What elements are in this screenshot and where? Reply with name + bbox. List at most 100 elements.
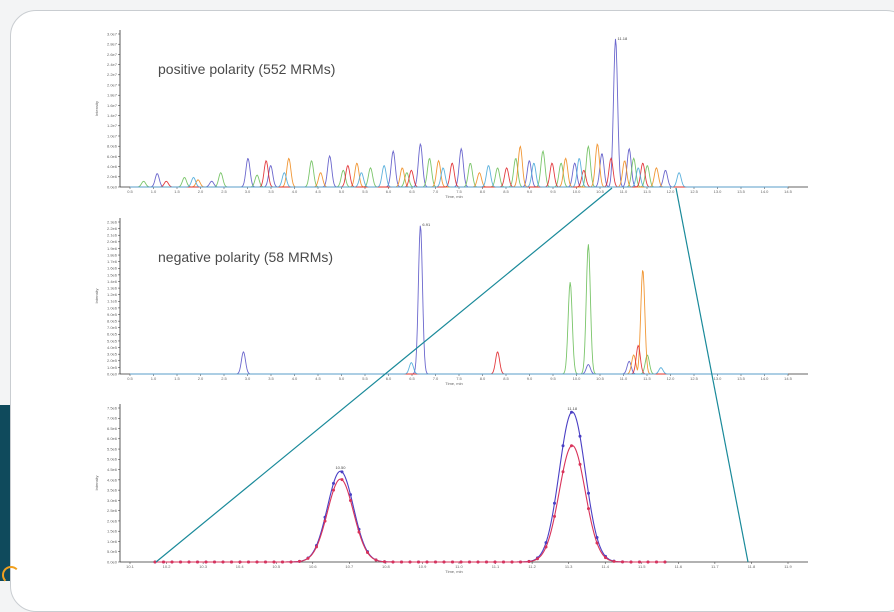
connector-right [675, 187, 749, 563]
data-point [663, 560, 667, 564]
x-tick-label: 1.0 [151, 189, 157, 194]
data-point [383, 560, 386, 564]
x-tick-label: 10.9 [419, 564, 428, 569]
x-tick-label: 9.5 [550, 189, 556, 194]
data-point [442, 560, 446, 564]
x-tick-label: 11.4 [601, 564, 609, 569]
y-tick-label: 6.5e6 [107, 426, 118, 431]
data-point [298, 559, 301, 563]
x-tick-label: 11.6 [675, 564, 683, 569]
y-tick-label: 1.9e6 [107, 246, 118, 251]
x-tick-label: 9.5 [550, 376, 556, 381]
corner-logo-icon [2, 566, 20, 584]
x-tick-label: 10.7 [345, 564, 354, 569]
data-point [561, 470, 565, 474]
data-point [255, 560, 259, 564]
x-tick-label: 11.5 [643, 376, 651, 381]
peak-label: 10.50 [335, 465, 346, 470]
data-point [230, 560, 233, 564]
y-tick-label: 3.5e6 [107, 488, 118, 493]
x-tick-label: 10.5 [596, 189, 605, 194]
peak-label: 11.18 [567, 406, 577, 411]
x-tick-label: 10.2 [163, 564, 172, 569]
x-tick-label: 10.8 [382, 564, 391, 569]
data-point [629, 560, 633, 564]
x-tick-label: 5.0 [339, 376, 345, 381]
x-tick-label: 9.0 [527, 376, 533, 381]
data-point [553, 501, 556, 505]
y-tick-label: 1.1e6 [107, 299, 118, 304]
data-point [621, 560, 624, 564]
x-tick-label: 13.0 [714, 189, 723, 194]
x-tick-label: 4.0 [292, 376, 298, 381]
data-point [340, 478, 344, 482]
y-tick-label: 6.0e5 [107, 332, 118, 337]
y-tick-label: 2.0e6 [107, 174, 118, 179]
x-tick-label: 4.5 [315, 189, 321, 194]
data-point [604, 556, 607, 560]
data-point [289, 560, 293, 564]
data-point [459, 560, 463, 564]
chromatogram-figure: 0.0e0 2.0e6 4.0e6 6.0e6 8.0e6 1.0e7 1.2e7 1.4e7… [94, 30, 808, 574]
x-tick-label: 6.0 [386, 376, 392, 381]
data-point [544, 541, 548, 545]
y-tick-label: 4.0e6 [107, 164, 118, 169]
data-point [357, 530, 361, 534]
x-tick-label: 4.5 [315, 376, 321, 381]
y-tick-label: 3.0e5 [107, 352, 118, 357]
x-tick-label: 10.0 [573, 189, 582, 194]
data-point [196, 560, 199, 564]
data-point [570, 410, 573, 414]
data-point [570, 444, 573, 448]
data-point [340, 470, 344, 474]
series-line [130, 225, 788, 375]
data-point [451, 560, 454, 564]
data-point [323, 519, 327, 523]
x-tick-label: 10.0 [573, 376, 582, 381]
y-tick-label: 2.8e7 [107, 42, 118, 47]
x-tick-label: 12.5 [690, 189, 699, 194]
x-tick-label: 7.0 [433, 376, 439, 381]
x-tick-label: 8.5 [503, 376, 509, 381]
x-tick-label: 11.5 [638, 564, 646, 569]
x-tick-label: 2.5 [221, 376, 227, 381]
y-tick-label: 7.0e5 [107, 325, 118, 330]
y-tick-label: 2.2e6 [107, 226, 118, 231]
y-tick-label: 1.8e6 [107, 252, 118, 257]
x-tick-label: 0.5 [127, 376, 133, 381]
x-tick-label: 2.0 [198, 189, 204, 194]
y-tick-label: 2.0e7 [107, 82, 118, 87]
x-tick-label: 11.7 [711, 564, 719, 569]
data-point [527, 560, 531, 564]
data-point [153, 560, 157, 564]
series-line [130, 362, 788, 375]
x-tick-label: 1.5 [174, 189, 180, 194]
y-tick-label: 2.0e5 [107, 358, 118, 363]
x-tick-label: 6.0 [386, 189, 392, 194]
data-point [170, 560, 174, 564]
y-tick-label: 1.0e6 [107, 305, 118, 310]
y-tick-label: 5.0e6 [107, 457, 118, 462]
data-point [434, 560, 437, 564]
x-tick-label: 12.0 [667, 376, 676, 381]
data-point [578, 434, 582, 438]
data-point [349, 493, 352, 497]
x-tick-label: 9.0 [527, 189, 533, 194]
x-tick-label: 3.0 [245, 376, 251, 381]
x-tick-label: 11.1 [492, 564, 500, 569]
x-tick-label: 1.0 [151, 376, 157, 381]
y-tick-label: 1.2e7 [107, 123, 118, 128]
y-tick-label: 1.0e7 [107, 133, 118, 138]
data-point [553, 514, 556, 518]
x-tick-label: 14.5 [784, 189, 793, 194]
data-point [536, 557, 539, 561]
x-axis-label: Time, min [445, 569, 462, 574]
data-point [315, 545, 318, 549]
data-point [476, 560, 480, 564]
data-point [306, 556, 310, 560]
x-tick-label: 8.0 [480, 376, 486, 381]
x-tick-label: 3.0 [245, 189, 251, 194]
data-point [502, 560, 505, 564]
data-point [595, 536, 599, 540]
connector-left [155, 187, 613, 563]
